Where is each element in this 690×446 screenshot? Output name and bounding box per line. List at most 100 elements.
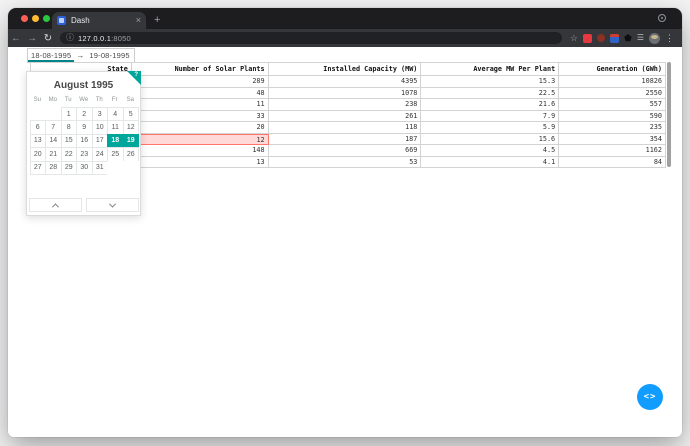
calendar-day[interactable]: 25 [107,147,124,162]
calendar-day[interactable]: 27 [29,160,46,175]
table-cell[interactable]: 22.5 [421,87,560,99]
keyboard-shortcuts-corner-icon[interactable] [127,71,141,85]
calendar-day[interactable]: 15 [60,133,77,149]
calendar-day[interactable]: 10 [91,120,108,135]
table-cell[interactable]: 118 [268,122,422,134]
table-cell[interactable]: 2550 [559,87,666,99]
table-cell[interactable]: 354 [559,133,666,145]
weekday-label: We [79,97,89,103]
calendar-day[interactable]: 16 [76,133,93,149]
next-month-button[interactable] [85,198,139,212]
calendar-day[interactable]: 28 [45,160,62,175]
bookmark-star-icon[interactable]: ☆ [569,32,578,43]
calendar-day[interactable]: 4 [107,107,124,122]
extension-icon-red[interactable] [583,33,592,43]
table-cell[interactable]: 238 [268,99,422,111]
extensions-puzzle-icon[interactable]: ⬟ [624,32,632,43]
calendar-day[interactable]: 14 [45,133,62,149]
table-cell[interactable]: 84 [559,156,666,168]
new-tab-button[interactable]: + [154,14,161,26]
calendar-day[interactable]: 26 [122,147,139,162]
table-cell[interactable]: 148 [131,145,269,157]
calendar-day[interactable]: 22 [60,147,77,162]
calendar-day-blank [45,107,62,122]
table-cell[interactable]: 1162 [559,145,666,157]
calendar-day[interactable]: 11 [107,120,124,135]
close-window-button[interactable] [21,15,28,22]
table-cell[interactable]: 557 [559,99,666,111]
table-cell[interactable]: 4395 [268,76,422,88]
browser-menu-icon[interactable]: ⋮ [665,32,674,43]
prev-month-button[interactable] [28,198,82,212]
table-cell[interactable]: 4.5 [421,145,560,157]
table-cell[interactable]: 11 [131,99,269,111]
back-icon[interactable]: ← [11,32,21,44]
table-cell[interactable]: 261 [268,110,422,122]
table-cell[interactable]: 590 [559,110,666,122]
calendar-day[interactable]: 23 [76,147,93,162]
table-cell[interactable]: 1078 [268,87,422,99]
calendar-nav [28,198,139,212]
calendar-day[interactable]: 24 [91,147,108,162]
table-cell[interactable]: 7.9 [421,110,560,122]
extension-icon-flag[interactable] [610,33,619,43]
weekday-label: Su [33,97,41,103]
table-cell[interactable]: 10826 [559,76,666,88]
table-cell[interactable]: 13 [131,156,269,168]
settings-gear-icon[interactable] [658,14,666,22]
calendar-day[interactable]: 30 [76,160,93,175]
weekday-label: Tu [64,97,72,103]
calendar-day[interactable]: 19 [122,133,139,149]
calendar-day[interactable]: 13 [29,133,46,149]
minimize-window-button[interactable] [32,15,39,22]
table-scrollbar[interactable] [667,62,671,167]
calendar-day[interactable]: 18 [107,133,124,149]
calendar-day[interactable]: 3 [91,107,108,122]
start-date-input[interactable]: 18-08-1995 [28,49,75,62]
extension-icon-circle[interactable] [597,34,605,42]
table-cell[interactable]: 12 [131,133,269,145]
end-date-input[interactable]: 19-08-1995 [89,51,130,60]
forward-icon[interactable]: → [27,32,37,44]
calendar-day[interactable]: 5 [122,107,139,122]
table-cell[interactable]: 289 [131,76,269,88]
weekday-label: Fr [111,97,118,103]
calendar-day[interactable]: 7 [45,120,62,135]
table-cell[interactable]: 33 [131,110,269,122]
table-cell[interactable]: 20 [131,122,269,134]
browser-window: Dash × + ← → ↻ ⓘ 127.0.0.1 :8050 ☆ ⬟ ☰ ⋮… [8,8,682,437]
calendar-day[interactable]: 1 [60,107,77,122]
weekday-label: Sa [126,97,134,103]
calendar-day[interactable]: 12 [122,120,139,135]
calendar-day[interactable]: 21 [45,147,62,162]
dash-debug-menu-button[interactable]: <> [637,384,663,410]
table-cell[interactable]: 235 [559,122,666,134]
zoom-window-button[interactable] [43,15,50,22]
table-header-cell: Installed Capacity (MW) [268,63,422,76]
url-bar[interactable]: ⓘ 127.0.0.1 :8050 [60,32,562,44]
calendar-day[interactable]: 17 [91,133,108,149]
calendar-day[interactable]: 31 [91,160,108,175]
calendar-day[interactable]: 29 [60,160,77,175]
table-cell[interactable]: 15.6 [421,133,560,145]
profile-avatar[interactable] [649,32,660,44]
calendar-day[interactable]: 20 [29,147,46,162]
table-cell[interactable]: 5.9 [421,122,560,134]
close-tab-icon[interactable]: × [135,15,141,25]
extension-icon-grey[interactable]: ☰ [636,33,644,42]
url-port: :8050 [111,33,131,43]
table-cell[interactable]: 669 [268,145,422,157]
table-cell[interactable]: 48 [131,87,269,99]
table-cell[interactable]: 187 [268,133,422,145]
table-cell[interactable]: 15.3 [421,76,560,88]
calendar-day[interactable]: 9 [76,120,93,135]
table-cell[interactable]: 53 [268,156,422,168]
reload-icon[interactable]: ↻ [43,32,53,44]
table-cell[interactable]: 4.1 [421,156,560,168]
browser-tab-dash[interactable]: Dash × [52,12,146,29]
calendar-day[interactable]: 8 [60,120,77,135]
table-cell[interactable]: 21.6 [421,99,560,111]
calendar-day[interactable]: 2 [76,107,93,122]
calendar-day[interactable]: 6 [29,120,46,135]
site-info-icon[interactable]: ⓘ [66,33,74,42]
